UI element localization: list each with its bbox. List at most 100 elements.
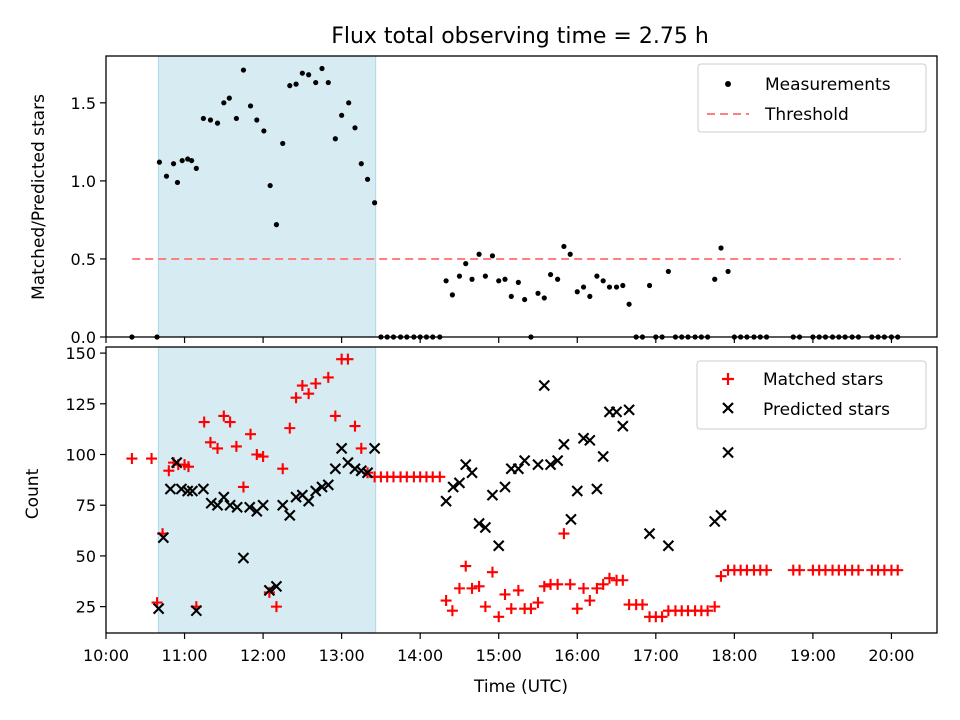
- predicted-star-point: [440, 495, 452, 507]
- matched-star-point: [499, 588, 511, 600]
- matched-star-point: [591, 582, 603, 594]
- predicted-star-point: [492, 540, 505, 552]
- matched-star-point: [310, 378, 322, 390]
- measurement-point: [606, 284, 613, 290]
- matched-star-point: [453, 582, 465, 594]
- measurement-point: [299, 70, 305, 76]
- predicted-star-point: [152, 602, 165, 615]
- predicted-star-point: [577, 432, 590, 445]
- measurement-point: [547, 271, 554, 278]
- predicted-star-point: [302, 495, 315, 507]
- measurement-point: [555, 276, 561, 282]
- predicted-star-point: [453, 477, 466, 489]
- predicted-star-point: [479, 521, 492, 534]
- measurement-point: [339, 112, 345, 118]
- measurement-point: [489, 253, 496, 259]
- matched-star-point: [709, 601, 721, 613]
- measurement-point: [293, 81, 299, 87]
- bottom-y-tick-label: 25: [76, 598, 96, 617]
- matched-star-point: [146, 453, 158, 465]
- predicted-star-point: [466, 467, 478, 479]
- measurement-point: [600, 278, 606, 284]
- matched-star-point: [538, 580, 550, 592]
- measurement-point: [515, 279, 521, 285]
- x-tick-label: 12:00: [240, 646, 286, 665]
- measurement-point: [193, 165, 199, 171]
- measurement-point: [254, 117, 260, 123]
- x-tick-label: 19:00: [790, 646, 836, 665]
- predicted-star-point: [571, 485, 584, 497]
- matched-star-point: [290, 392, 302, 404]
- matched-star-point: [702, 605, 714, 617]
- matched-star-point: [597, 578, 609, 590]
- predicted-star-point: [218, 491, 230, 503]
- predicted-star-point: [715, 509, 727, 522]
- top-y-tick-label: 1.5: [71, 94, 96, 113]
- matched-star-point: [460, 560, 472, 572]
- measurement-point: [665, 268, 671, 275]
- predicted-star-point: [722, 446, 734, 459]
- predicted-star-point: [662, 540, 675, 552]
- measurement-point: [325, 79, 331, 86]
- measurement-point: [306, 72, 312, 78]
- bottom-y-axis-label: Count: [23, 468, 43, 519]
- measurement-point: [535, 290, 541, 296]
- predicted-star-point: [175, 483, 188, 495]
- top-legend: Measurements Threshold: [697, 63, 927, 133]
- measurement-point: [482, 273, 488, 279]
- top-y-tick-label: 1.0: [71, 172, 96, 191]
- predicted-star-point: [447, 481, 459, 493]
- legend-matched-label: Matched stars: [763, 370, 883, 390]
- matched-star-point: [204, 436, 216, 448]
- x-tick-label: 16:00: [554, 646, 600, 665]
- x-tick-label: 14:00: [397, 646, 443, 665]
- matched-star-point: [355, 442, 367, 454]
- top-y-axis-label: Matched/Predicted stars: [29, 94, 49, 300]
- predicted-star-point: [257, 499, 269, 511]
- x-tick-label: 13:00: [319, 646, 365, 665]
- predicted-star-point: [512, 462, 525, 475]
- measurement-point: [174, 179, 181, 186]
- predicted-star-point: [617, 420, 629, 432]
- predicted-star-point: [329, 462, 342, 475]
- bottom-y-tick-label: 100: [65, 446, 96, 465]
- matched-star-point: [263, 586, 275, 598]
- matched-star-point: [584, 595, 596, 607]
- predicted-star-point: [610, 406, 623, 418]
- top-y-tick-label: 0.0: [71, 328, 96, 347]
- predicted-star-point: [243, 501, 256, 513]
- matched-star-point: [794, 564, 806, 576]
- predicted-star-point: [499, 481, 511, 493]
- bottom-axes-frame: [105, 346, 938, 634]
- matched-star-point: [218, 410, 230, 422]
- predicted-star-point: [170, 456, 183, 469]
- measurement-point: [185, 156, 191, 162]
- matched-star-point: [892, 564, 904, 576]
- measurement-point: [712, 276, 718, 282]
- matched-star-point: [251, 449, 263, 461]
- predicted-star-point: [643, 527, 656, 540]
- measurement-point: [469, 276, 475, 282]
- matched-star-point: [486, 566, 498, 578]
- matched-star-point: [603, 572, 615, 584]
- measurement-point: [725, 268, 731, 275]
- bottom-x-ticks: 10:00 11:00 12:00 13:00 14:00 15:00 16:00 17:00…: [83, 633, 914, 665]
- measurement-point: [358, 161, 364, 167]
- matched-star-point: [198, 416, 210, 428]
- matched-star-point: [296, 380, 308, 392]
- matched-star-point: [284, 422, 296, 434]
- matched-star-point: [245, 428, 257, 440]
- predicted-star-point: [349, 462, 361, 475]
- measurement-point: [502, 276, 508, 282]
- predicted-star-point: [231, 501, 243, 513]
- predicted-star-point: [591, 483, 603, 495]
- measurement-point: [580, 284, 587, 290]
- bottom-y-tick-label: 125: [65, 395, 96, 414]
- measurement-point: [372, 200, 378, 206]
- predicted-star-point: [518, 454, 531, 467]
- predicted-star-point: [538, 379, 551, 392]
- measurement-point: [332, 136, 338, 142]
- measurement-point: [261, 128, 267, 134]
- predicted-star-point: [486, 489, 499, 501]
- measurement-point: [456, 273, 463, 279]
